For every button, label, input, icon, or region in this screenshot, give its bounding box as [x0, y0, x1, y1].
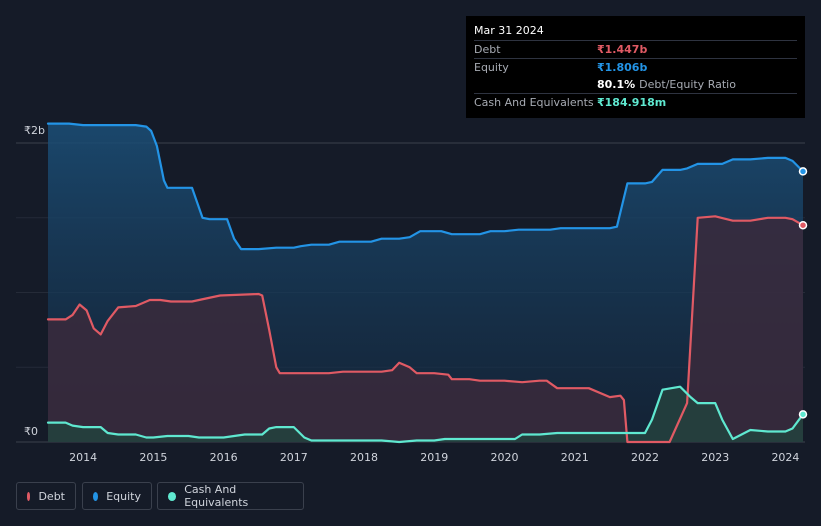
x-tick-label: 2018: [350, 451, 378, 464]
equity-dot-icon: [93, 491, 99, 501]
tooltip-equity-value: ₹1.806b: [597, 61, 648, 74]
debt-area: [48, 216, 803, 442]
x-tick-label: 2016: [210, 451, 238, 464]
cash-endpoint-marker: [798, 410, 808, 419]
x-tick-label: 2017: [280, 451, 308, 464]
x-tick-label: 2015: [139, 451, 167, 464]
tooltip-equity-row: Equity ₹1.806b: [474, 58, 797, 76]
legend-debt-label: Debt: [38, 489, 65, 503]
legend-equity-label: Equity: [106, 489, 141, 503]
x-tick-label: 2020: [491, 451, 519, 464]
legend-equity[interactable]: Equity: [82, 482, 152, 510]
tooltip-ratio-label: Debt/Equity Ratio: [639, 78, 736, 91]
tooltip-ratio-value: 80.1%: [597, 78, 636, 91]
cash-line: [46, 385, 805, 444]
series-lines: [46, 122, 805, 444]
legend-debt[interactable]: Debt: [16, 482, 76, 510]
tooltip-cash-row: Cash And Equivalents ₹184.918m: [474, 93, 797, 111]
tooltip-debt-label: Debt: [474, 43, 501, 56]
tooltip-cash-label: Cash And Equivalents: [474, 96, 594, 109]
tooltip-debt-row: Debt ₹1.447b: [474, 40, 797, 58]
cash-area: [48, 386, 803, 442]
debt-line: [46, 215, 805, 444]
data-tooltip: Mar 31 2024 Debt ₹1.447b Equity ₹1.806b …: [466, 16, 805, 118]
equity-endpoint-marker: [798, 167, 808, 176]
y-tick-label-zero: ₹0: [24, 425, 38, 438]
tooltip-date: Mar 31 2024: [474, 24, 544, 37]
x-tick-label: 2023: [701, 451, 729, 464]
tooltip-debt-value: ₹1.447b: [597, 43, 648, 56]
x-tick-label: 2014: [69, 451, 97, 464]
x-tick-label: 2019: [420, 451, 448, 464]
x-tick-label: 2022: [631, 451, 659, 464]
tooltip-ratio-row: 80.1% Debt/Equity Ratio: [474, 76, 797, 93]
y-tick-label-top: ₹2b: [24, 124, 45, 137]
x-axis-ticks: 2014 2015 2016 2017 2018 2019 2020 2021 2022 2023…: [69, 451, 799, 464]
equity-line: [46, 122, 805, 251]
tooltip-cash-value: ₹184.918m: [597, 96, 667, 109]
debt-endpoint-marker: [798, 220, 808, 230]
tooltip-equity-label: Equity: [474, 61, 509, 74]
legend-cash-label: Cash And Equivalents: [184, 483, 249, 509]
series-endpoints: [798, 167, 808, 419]
series-areas: [48, 123, 803, 442]
cash-dot-icon: [168, 491, 177, 501]
debt-dot-icon: [27, 491, 31, 501]
x-tick-label: 2021: [561, 451, 589, 464]
x-tick-label: 2024: [771, 451, 799, 464]
legend-cash[interactable]: Cash And Equivalents: [157, 482, 304, 510]
